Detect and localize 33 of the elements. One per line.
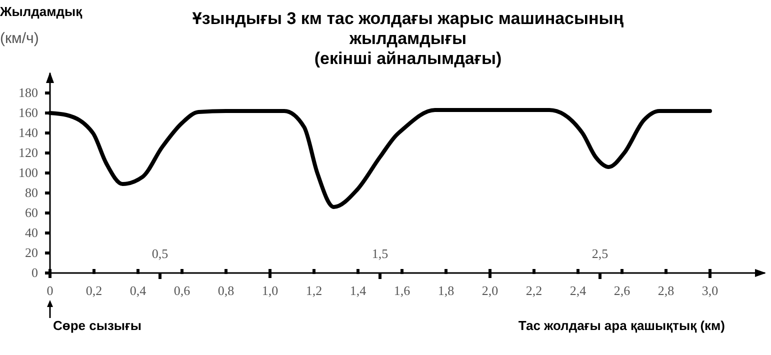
y-tick-label: 40: [25, 225, 38, 240]
x-tick-label: 1,4: [350, 283, 367, 298]
x-tick-label: 3,0: [702, 283, 718, 298]
x-tick-label: 1,2: [306, 283, 322, 298]
x-tick-label: 0,2: [86, 283, 102, 298]
x-tick-label: 1,8: [438, 283, 454, 298]
y-tick-label: 180: [18, 85, 38, 100]
x-tick-label: 0,8: [218, 283, 234, 298]
x-tick-label: 2,4: [570, 283, 587, 298]
y-axis-title: Жылдамдық (км/ч): [0, 4, 83, 47]
x-tick-label: 0: [46, 283, 54, 298]
x2-tick-label: 0,5: [152, 246, 168, 261]
x-tick-label: 2,2: [526, 283, 542, 298]
y-tick-label: 80: [25, 185, 38, 200]
x-tick-label: 0,4: [130, 283, 147, 298]
x-tick-label: 2,8: [658, 283, 674, 298]
y-tick-label: 20: [25, 245, 38, 260]
y-tick-label: 160: [18, 105, 38, 120]
x-tick-label: 2,0: [482, 283, 498, 298]
y-tick-label: 120: [18, 145, 38, 160]
x2-tick-label: 2,5: [592, 246, 608, 261]
x-tick-label: 1,6: [394, 283, 411, 298]
y-tick-label: 140: [18, 125, 38, 140]
x-axis-title: Тас жолдағы ара қашықтық (км): [518, 318, 725, 333]
y-tick-label: 60: [25, 205, 38, 220]
x-tick-label: 2,6: [614, 283, 631, 298]
text: Сөре сызығы: [53, 318, 142, 333]
x-tick-label: 0,6: [174, 283, 191, 298]
y-tick-label: 100: [18, 165, 38, 180]
x2-tick-label: 1,5: [372, 246, 388, 261]
chart-title: Ұзындығы 3 км тас жолдағы жарыс машинасының жылдамдығы (екінші айналымдағы): [192, 9, 624, 68]
x-tick-label: 1,0: [262, 283, 278, 298]
y-tick-label: 0: [32, 265, 38, 280]
